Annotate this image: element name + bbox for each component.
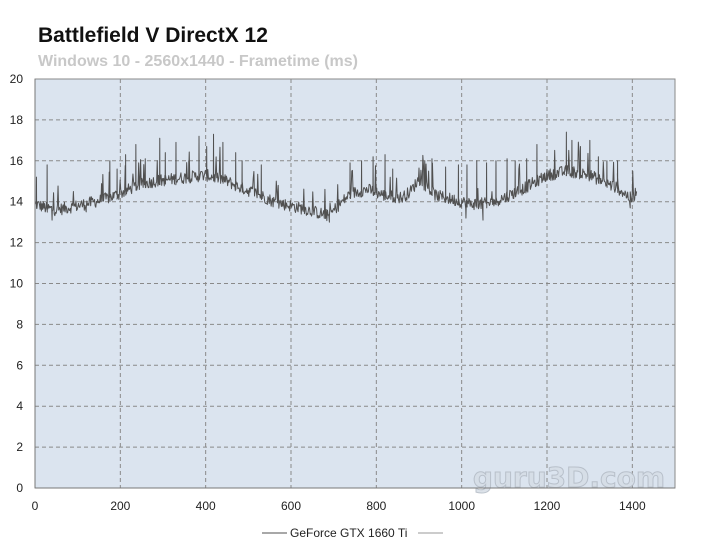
legend-label: GeForce GTX 1660 Ti xyxy=(290,526,407,540)
x-tick-label: 1000 xyxy=(448,499,475,513)
watermark-text: guru3D.com xyxy=(473,461,665,494)
plot-background xyxy=(34,78,676,489)
series-layer xyxy=(34,131,638,223)
x-tick-label: 600 xyxy=(281,499,301,513)
y-tick-label: 0 xyxy=(16,481,23,495)
y-tick-label: 14 xyxy=(10,195,24,209)
y-tick-label: 6 xyxy=(16,358,23,372)
y-tick-label: 10 xyxy=(10,277,24,291)
watermark: guru3D.com xyxy=(472,461,665,495)
chart-title: Battlefield V DirectX 12 xyxy=(38,24,268,47)
chart-subtitle: Windows 10 - 2560x1440 - Frametime (ms) xyxy=(38,53,358,70)
x-tick-label: 0 xyxy=(32,499,39,513)
legend: GeForce GTX 1660 Ti xyxy=(262,526,443,540)
x-tick-label: 400 xyxy=(196,499,216,513)
x-tick-label: 1200 xyxy=(534,499,561,513)
y-tick-label: 16 xyxy=(10,154,24,168)
y-tick-label: 18 xyxy=(10,113,24,127)
x-tick-label: 1400 xyxy=(619,499,646,513)
y-tick-label: 8 xyxy=(16,317,23,331)
y-tick-label: 20 xyxy=(10,72,24,86)
x-tick-label: 200 xyxy=(110,499,130,513)
y-tick-label: 12 xyxy=(10,236,24,250)
y-tick-label: 2 xyxy=(16,440,23,454)
y-tick-label: 4 xyxy=(16,399,23,413)
x-tick-label: 800 xyxy=(366,499,386,513)
series-line xyxy=(34,131,638,223)
